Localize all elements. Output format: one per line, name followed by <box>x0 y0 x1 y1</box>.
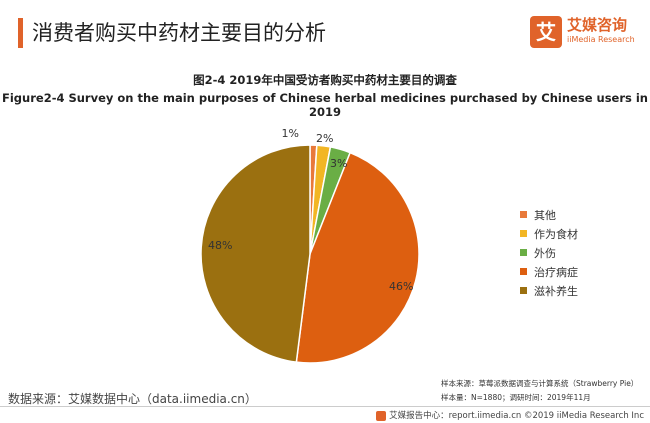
legend-swatch <box>520 249 527 256</box>
legend-item: 其他 <box>520 205 578 224</box>
title-accent-bar <box>18 18 23 48</box>
logo-name-cn: 艾媒咨询 <box>567 16 628 34</box>
footer-text: 艾媒报告中心：report.iimedia.cn ©2019 iiMedia R… <box>389 411 644 421</box>
pie-label-1: 2% <box>316 132 333 145</box>
legend-item: 治疗病症 <box>520 262 578 281</box>
pie-label-2: 3% <box>330 157 347 170</box>
sample-size-note: 样本量：N=1880；调研时间：2019年11月 <box>441 393 591 402</box>
legend-label: 滋补养生 <box>534 284 578 298</box>
logo-mark: 艾 <box>530 16 562 48</box>
logo-name-en: iiMedia Research <box>567 35 635 44</box>
legend-item: 作为食材 <box>520 224 578 243</box>
legend-swatch <box>520 230 527 237</box>
legend-label: 治疗病症 <box>534 265 578 279</box>
chart-legend: 其他作为食材外伤治疗病症滋补养生 <box>520 205 578 300</box>
chart-title: 图2-4 2019年中国受访者购买中药材主要目的调查 <box>193 73 457 87</box>
pie-slice-4 <box>200 144 311 363</box>
data-source: 数据来源：艾媒数据中心（data.iimedia.cn） <box>8 392 257 406</box>
legend-swatch <box>520 211 527 218</box>
chart-subtitle: Figure2-4 Survey on the main purposes of… <box>2 91 648 119</box>
footer-divider <box>0 406 650 407</box>
legend-label: 其他 <box>534 208 556 222</box>
pie-label-3: 46% <box>389 280 413 293</box>
legend-item: 外伤 <box>520 243 578 262</box>
sample-source-note: 样本来源：草莓派数据调查与计算系统（Strawberry Pie） <box>441 379 639 388</box>
iimedia-logo: 艾 艾媒咨询 iiMedia Research <box>530 12 636 54</box>
legend-swatch <box>520 287 527 294</box>
pie-slice-3 <box>295 151 420 364</box>
legend-swatch <box>520 268 527 275</box>
page-title: 消费者购买中药材主要目的分析 <box>32 21 326 45</box>
report-center-icon <box>376 410 387 421</box>
legend-item: 滋补养生 <box>520 281 578 300</box>
legend-label: 外伤 <box>534 246 556 260</box>
legend-label: 作为食材 <box>534 227 578 241</box>
pie-label-0: 1% <box>282 127 299 140</box>
pie-label-4: 48% <box>208 239 232 252</box>
footer: 艾媒报告中心：report.iimedia.cn ©2019 iiMedia R… <box>376 409 644 421</box>
